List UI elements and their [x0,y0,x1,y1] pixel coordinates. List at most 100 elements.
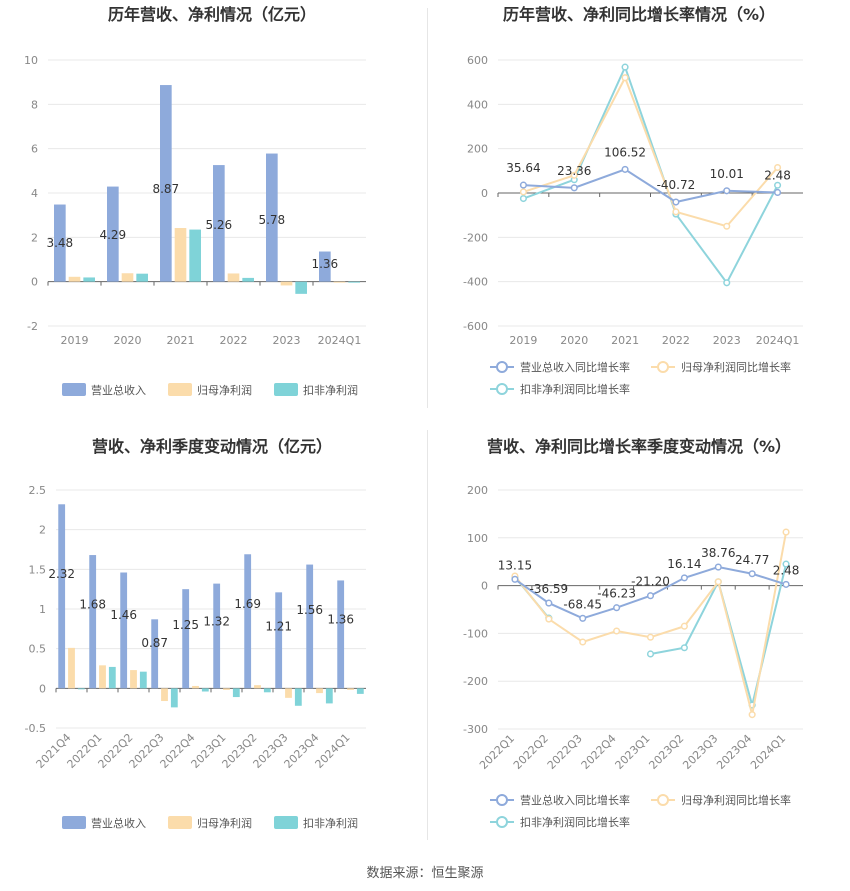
y-tick-label: 2.5 [29,484,47,497]
legend-swatch-net-profit [168,816,192,829]
bar-net-profit [223,688,230,690]
x-tick-label: 2022Q2 [511,732,551,772]
data-label: 1.69 [234,597,261,611]
series-point [579,614,587,622]
data-label: 1.36 [311,257,338,271]
data-label: 1.56 [296,603,323,617]
bar-net-profit [316,688,323,694]
vertical-divider-bottom [427,430,428,840]
legend-swatch-net-profit [168,383,192,396]
legend-label: 营业总收入同比增长率 [520,793,630,807]
series-point [774,181,782,189]
x-tick-label: 2024Q1 [313,731,353,771]
x-tick-label: 2023 [713,334,741,347]
legend-marker [657,794,669,806]
y-tick-label: 1.5 [29,563,47,576]
series-point [782,560,790,568]
bar-deducted-profit [232,688,240,698]
chart-title: 历年营收、净利情况（亿元） [108,5,316,24]
bar-deducted-profit [189,229,201,282]
series-point [748,711,756,719]
legend-label: 归母净利润 [197,816,252,830]
series-line-deducted [523,64,779,285]
x-tick-label: 2024Q1 [756,334,800,347]
y-tick-label: -300 [463,723,488,736]
x-tick-label: 2023Q4 [714,732,754,772]
series-point [621,63,629,71]
y-tick-label: -2 [27,320,38,333]
bar-net-profit [174,228,187,282]
bar-revenue [244,554,252,689]
chart-title: 营收、净利季度变动情况（亿元） [92,437,332,456]
bar-revenue [275,592,283,689]
bar-deducted-profit [108,666,116,689]
legend-label: 营业总收入同比增长率 [520,360,630,374]
data-label: 4.29 [99,228,126,242]
data-label: 8.87 [152,182,179,196]
y-tick-label: 4 [31,187,38,200]
series-line-net-profit [523,75,779,228]
y-tick-label: 200 [467,484,488,497]
series-point [545,615,553,623]
y-tick-label: 600 [467,54,488,67]
bar-revenue [120,572,128,689]
legend-label: 扣非净利润同比增长率 [520,815,630,829]
series-point [613,604,621,612]
x-tick-label: 2023Q1 [613,732,653,772]
series-line-revenue [523,168,778,204]
y-tick-label: -200 [463,675,488,688]
y-tick-label: 8 [31,98,38,111]
data-label: 16.14 [667,557,701,571]
bar-revenue [107,186,119,282]
legend-swatch-deducted-profit [274,383,298,396]
bar-net-profit [121,273,134,282]
data-label: 5.78 [258,213,285,227]
series-point [680,622,688,630]
data-label: 24.77 [735,553,769,567]
bar-net-profit [68,276,81,282]
bar-deducted-profit [295,281,307,294]
x-tick-label: 2022 [220,334,248,347]
series-point [646,633,655,641]
data-label: 38.76 [701,546,735,560]
legend-label: 归母净利润同比增长率 [681,793,791,807]
y-tick-label: 400 [467,98,488,111]
bar-net-profit [285,688,292,698]
y-tick-label: 0 [39,682,46,695]
legend-marker [496,794,508,806]
x-tick-label: 2019 [61,334,89,347]
legend-marker [496,816,508,828]
data-label: 1.46 [110,608,137,622]
bar-revenue [319,251,331,282]
quarterly-growth-panel: 营收、净利同比增长率季度变动情况（%） 200 100 0 -100 -200 -300 … [428,428,850,848]
y-tick-label: -200 [463,231,488,244]
series-point [570,184,578,192]
x-tick-label: 2019 [509,334,537,347]
series-point [714,563,722,571]
legend-label: 营业总收入 [91,816,146,830]
data-label: -46.23 [597,587,636,601]
bar-net-profit [227,273,240,282]
data-label: 3.48 [46,236,73,250]
y-tick-label: 6 [31,143,38,156]
bar-revenue [266,153,278,282]
annual-amounts-chart: 历年营收、净利情况（亿元） 10 8 6 4 2 0 -2 3.48 4.29 8.87 5.26… [24,5,366,397]
bar-deducted-profit [242,277,254,282]
series-point [519,194,527,203]
series-point [680,574,688,582]
series-point [621,74,629,82]
x-tick-label: 2022Q4 [579,732,619,772]
bar-revenue [337,580,345,689]
x-tick-label: 2020 [560,334,588,347]
bar-net-profit [333,281,346,283]
series-point [621,165,629,173]
bar-deducted-profit [170,688,178,708]
x-tick-label: 2023Q2 [646,732,686,772]
data-label: 2.48 [764,168,791,182]
bar-net-profit [280,281,293,286]
bar-revenue [213,165,225,282]
y-tick-label: 1 [39,603,46,616]
data-label: 13.15 [498,558,532,572]
y-tick-label: 200 [467,143,488,156]
series-point [519,181,527,189]
